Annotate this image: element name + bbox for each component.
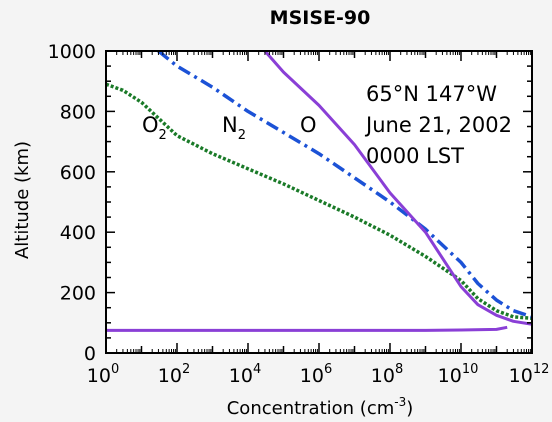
y-tick-label: 400 [60, 222, 96, 244]
x-axis-label-main: Concentration (cm [227, 398, 395, 419]
y-tick-label: 800 [60, 101, 96, 123]
series-label-o2: O2 [142, 113, 167, 143]
series-line-o [263, 51, 532, 326]
x-tick-label: 100 [87, 362, 119, 387]
tick-labels: 0 200 400 600 800 1000 100 102 104 106 108 1010 1012 [48, 41, 550, 387]
x-axis-label-sup: -3 [394, 395, 406, 409]
ticks [105, 50, 533, 354]
x-tick-label: 1010 [438, 362, 479, 387]
chart-title: MSISE-90 [270, 7, 371, 29]
x-tick-label: 1012 [509, 362, 550, 387]
series-layer [106, 51, 532, 332]
x-axis-label-end: ) [406, 398, 413, 419]
x-tick-label: 104 [229, 362, 261, 387]
x-axis-label: Concentration (cm-3) [227, 395, 414, 419]
series-labels: O2 N2 O [142, 113, 317, 143]
x-tick-label: 102 [158, 362, 190, 387]
y-tick-label: 200 [60, 283, 96, 305]
series-label-o: O [300, 113, 317, 137]
annotations: 65°N 147°W June 21, 2002 0000 LST [364, 82, 512, 168]
y-tick-label: 600 [60, 162, 96, 184]
x-tick-label: 106 [300, 362, 332, 387]
series-line-o-lower- [106, 325, 508, 332]
y-tick-label: 0 [84, 343, 96, 365]
annotation-date: June 21, 2002 [364, 113, 512, 137]
series-label-n2: N2 [222, 113, 246, 143]
y-tick-label: 1000 [48, 41, 96, 63]
annotation-location: 65°N 147°W [366, 82, 497, 106]
annotation-time: 0000 LST [366, 144, 464, 168]
series-line-n2 [157, 51, 532, 319]
y-axis-label: Altitude (km) [12, 141, 33, 259]
x-tick-label: 108 [371, 362, 403, 387]
